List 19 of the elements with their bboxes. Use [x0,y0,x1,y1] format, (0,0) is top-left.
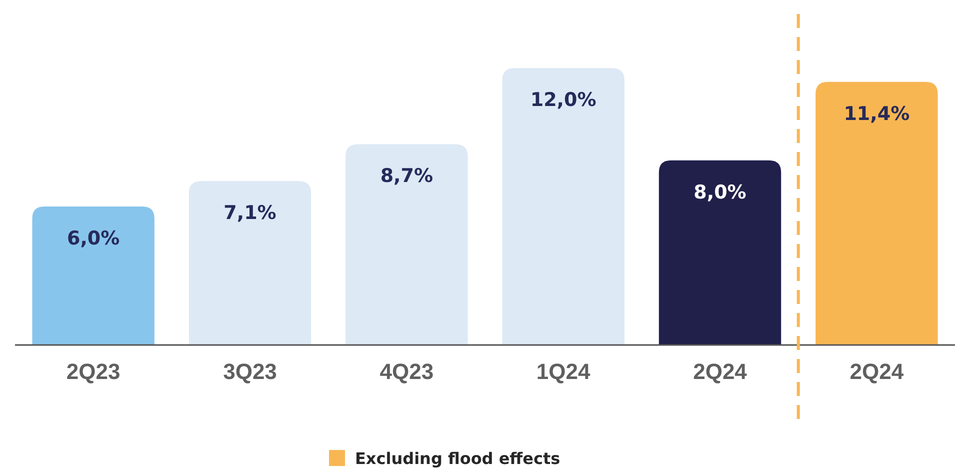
bar [32,206,154,345]
data-label: 12,0% [530,89,596,112]
x-tick-label: 2Q24 [693,358,748,384]
data-label: 8,7% [380,165,434,188]
bar [658,160,782,345]
x-tick-label: 3Q23 [223,358,277,384]
x-tick-label: 4Q23 [380,358,434,384]
x-tick-label: 2Q24 [850,358,904,384]
data-label: 11,4% [844,102,910,125]
x-tick-label: 2Q23 [66,358,120,384]
legend-label: Excluding flood effects [355,449,560,468]
data-label: 8,0% [694,181,746,204]
data-label: 6,0% [66,228,120,250]
data-label: 7,1% [224,202,276,224]
bar [188,181,312,345]
bar [816,82,938,345]
bar [502,68,624,345]
x-tick-label: 1Q24 [536,358,591,384]
bar [346,144,468,345]
